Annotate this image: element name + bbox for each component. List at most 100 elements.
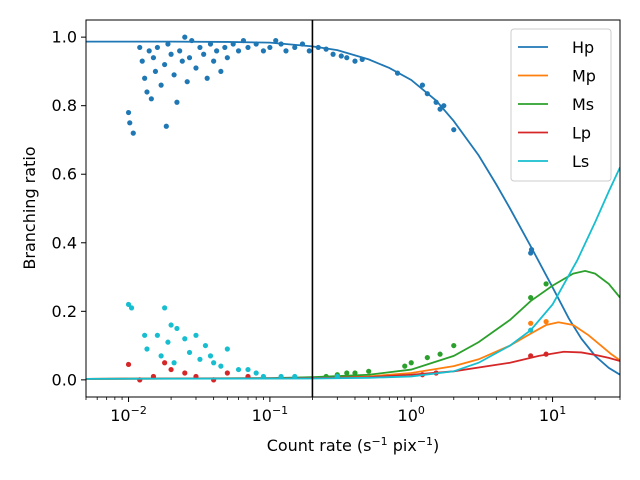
legend[interactable]: Hp Mp Ms Lp Ls [510, 28, 612, 182]
data-point-hp [184, 79, 190, 85]
data-point-ms [543, 281, 549, 287]
data-point-ms [352, 370, 358, 376]
data-point-hp [230, 41, 236, 47]
data-point-hp [273, 37, 279, 44]
data-point-mp [528, 320, 534, 326]
data-point-ls [142, 332, 148, 338]
data-point-lp [168, 366, 174, 373]
data-point-ls [182, 336, 188, 342]
legend-item-lp[interactable]: Lp [518, 124, 591, 143]
data-point-hp [253, 41, 259, 47]
data-point-hp [142, 75, 148, 81]
data-point-hp [352, 58, 358, 64]
data-point-hp [278, 41, 284, 47]
data-point-hp [130, 130, 136, 136]
data-point-lp [528, 353, 534, 359]
y-tick-label: 0.4 [52, 233, 77, 252]
legend-label: Lp [572, 124, 591, 143]
data-point-lp [150, 373, 157, 380]
data-point-hp [330, 51, 336, 57]
y-tick-label: 0.2 [52, 302, 77, 321]
legend-label: Mp [572, 67, 596, 86]
data-point-ls [158, 353, 164, 359]
data-point-hp [193, 65, 199, 71]
data-point-lp [182, 370, 188, 376]
data-point-ls [125, 301, 132, 308]
data-point-hp [441, 103, 447, 109]
data-point-hp [152, 68, 159, 75]
data-point-ls [278, 373, 284, 380]
data-point-ls [171, 360, 177, 366]
data-point-ls [197, 356, 203, 362]
data-point-hp [433, 99, 439, 105]
plot-area [86, 20, 620, 397]
data-point-hp [150, 55, 157, 61]
data-point-hp [137, 44, 143, 51]
data-point-ms [424, 354, 430, 361]
data-point-hp [419, 82, 426, 88]
data-point-ms [451, 342, 457, 349]
x-axis-label: Count rate (s−1 pix−1) [267, 435, 440, 455]
data-point-hp [127, 120, 133, 126]
x-tick-label: 100 [398, 404, 425, 425]
data-point-ls [211, 360, 217, 366]
data-point-hp [165, 41, 171, 47]
data-point-hp [344, 55, 350, 61]
data-point-hp [292, 44, 298, 51]
data-point-hp [207, 41, 214, 47]
data-point-hp [245, 44, 251, 51]
data-point-hp [394, 70, 401, 76]
legend-label: Hp [572, 38, 594, 57]
data-point-ls [144, 346, 150, 352]
data-point-lp [193, 373, 199, 380]
data-point-hp [315, 44, 321, 51]
data-point-hp [163, 123, 169, 129]
x-tick-label: 10−2 [110, 404, 147, 425]
legend-item-ls[interactable]: Ls [518, 152, 589, 171]
data-point-hp [139, 58, 145, 64]
data-point-hp [299, 41, 306, 47]
data-point-lp [125, 361, 132, 368]
data-point-ls [168, 322, 174, 328]
data-point-hp [186, 55, 193, 61]
data-point-hp [201, 51, 207, 57]
data-point-ls [174, 325, 180, 332]
legend-item-ms[interactable]: Ms [518, 95, 594, 114]
data-point-ls [154, 332, 160, 338]
x-tick-label: 101 [539, 404, 566, 425]
legend-label: Ms [572, 95, 594, 114]
data-point-ls [218, 363, 224, 369]
plot-clip [86, 34, 620, 383]
data-point-hp [437, 106, 443, 112]
data-point-ms [366, 368, 372, 374]
data-point-hp [323, 46, 329, 52]
data-point-hp [197, 44, 203, 51]
legend-label: Ls [572, 152, 589, 171]
data-point-hp [179, 58, 185, 64]
axes-frame [85, 19, 621, 398]
data-point-hp [174, 99, 180, 105]
data-point-ms [437, 351, 443, 357]
data-point-hp [338, 53, 344, 59]
data-point-ls [128, 305, 135, 311]
legend-item-hp[interactable]: Hp [518, 38, 594, 57]
legend-box [510, 28, 612, 182]
data-point-hp [148, 96, 154, 102]
data-point-hp [211, 58, 217, 64]
y-tick-label: 0.8 [52, 96, 77, 115]
data-point-ls [235, 366, 242, 373]
data-point-lp [224, 370, 230, 376]
legend-item-mp[interactable]: Mp [518, 67, 596, 86]
data-point-hp [162, 61, 168, 68]
data-point-ls [165, 339, 171, 345]
data-point-hp [224, 55, 230, 61]
data-point-ls [245, 366, 251, 373]
data-point-hp [359, 56, 365, 63]
data-point-hp [240, 37, 247, 44]
data-point-hp [182, 34, 188, 40]
data-point-mp [543, 319, 549, 325]
data-point-lp [162, 360, 168, 366]
data-point-hp [171, 72, 177, 78]
data-point-ls [260, 373, 267, 380]
